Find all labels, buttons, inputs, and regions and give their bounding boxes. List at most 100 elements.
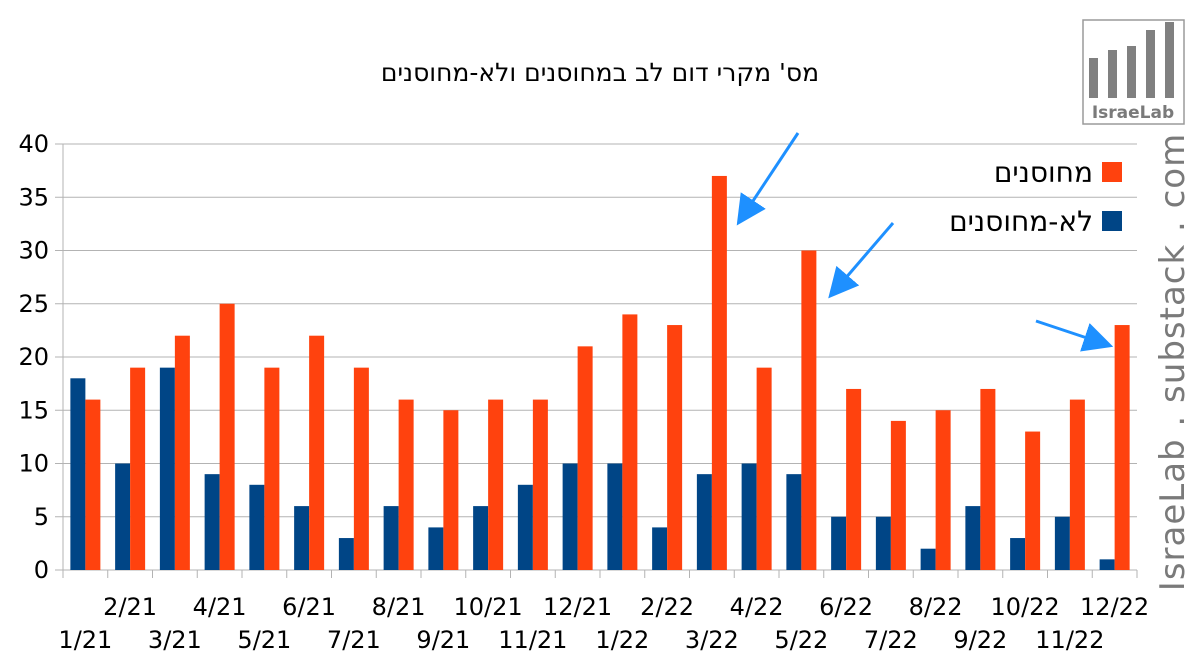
watermark-text: IsraeLab . substack . com <box>1153 133 1193 591</box>
logo-bar <box>1108 50 1117 98</box>
bar-vaccinated <box>890 420 906 570</box>
bar-unvaccinated <box>875 516 891 570</box>
bar-vaccinated <box>622 314 638 570</box>
bar-unvaccinated <box>741 463 757 570</box>
x-tick-label: 11/22 <box>1035 626 1104 654</box>
y-tick-label: 10 <box>18 450 49 478</box>
x-tick-label: 6/22 <box>819 593 873 621</box>
bar-unvaccinated <box>1054 516 1070 570</box>
bar-vaccinated <box>219 303 235 570</box>
logo-text: IsraeLab <box>1092 103 1174 123</box>
bar-unvaccinated <box>294 506 310 570</box>
bar-vaccinated <box>1025 431 1041 570</box>
bar-unvaccinated <box>383 506 399 570</box>
bar-unvaccinated <box>70 378 86 570</box>
bar-vaccinated <box>577 346 593 570</box>
bar-unvaccinated <box>428 527 444 570</box>
bar-unvaccinated <box>965 506 981 570</box>
bar-vaccinated <box>443 410 459 570</box>
bar-unvaccinated <box>1010 538 1026 570</box>
annotation-arrow <box>736 132 800 226</box>
bar-vaccinated <box>532 399 548 570</box>
bar-vaccinated <box>174 335 190 570</box>
y-tick-label: 20 <box>18 343 49 371</box>
y-tick-label: 0 <box>34 556 49 584</box>
y-axis: 0 5 10 15 20 25 30 35 40 <box>18 130 64 584</box>
y-tick-label: 25 <box>18 290 49 318</box>
logo-bar <box>1146 30 1155 98</box>
legend-swatch <box>1102 162 1122 182</box>
x-tick-label: 1/21 <box>58 626 112 654</box>
legend-swatch <box>1102 211 1122 231</box>
bar-vaccinated <box>711 175 727 570</box>
israelab-logo: IsraeLab <box>1082 19 1185 125</box>
bar-vaccinated <box>488 399 504 570</box>
x-tick-label: 11/21 <box>498 626 567 654</box>
bar-vaccinated <box>980 388 996 570</box>
bar-unvaccinated <box>204 474 220 570</box>
x-tick-label: 7/21 <box>327 626 381 654</box>
bar-unvaccinated <box>473 506 489 570</box>
bar-unvaccinated <box>786 474 802 570</box>
x-tick-label: 5/22 <box>774 626 828 654</box>
bar-vaccinated <box>756 367 772 570</box>
bar-vaccinated <box>353 367 369 570</box>
annotation-arrows <box>736 132 1114 352</box>
x-tick-label: 10/22 <box>991 593 1060 621</box>
legend: מחוסנים לא-מחוסנים <box>949 156 1122 238</box>
bar-vaccinated <box>846 388 862 570</box>
x-tick-label: 8/21 <box>372 593 426 621</box>
chart-title: מס' מקרי דום לב במחוסנים ולא-מחוסנים <box>381 58 819 87</box>
x-axis: 1/21 2/21 3/21 4/21 5/21 6/21 7/21 8/21 9/21 10/2… <box>58 569 1149 654</box>
y-tick-label: 35 <box>18 183 49 211</box>
x-tick-label: 7/22 <box>864 626 918 654</box>
y-tick-label: 40 <box>18 130 49 158</box>
logo-bar <box>1089 58 1098 98</box>
bar-vaccinated <box>130 367 146 570</box>
x-tick-label: 5/21 <box>237 626 291 654</box>
x-tick-label: 4/21 <box>193 593 247 621</box>
x-tick-label: 2/21 <box>103 593 157 621</box>
bar-unvaccinated <box>115 463 131 570</box>
x-tick-label: 3/21 <box>148 626 202 654</box>
bar-vaccinated <box>667 325 683 570</box>
legend-label: לא-מחוסנים <box>949 205 1093 238</box>
bar-unvaccinated <box>338 538 354 570</box>
bar-vaccinated <box>801 250 817 570</box>
annotation-arrow <box>828 222 895 299</box>
bar-vaccinated <box>1114 325 1130 570</box>
x-tick-label: 4/22 <box>730 593 784 621</box>
bar-vaccinated <box>264 367 280 570</box>
x-tick-label: 9/21 <box>416 626 470 654</box>
bar-unvaccinated <box>562 463 578 570</box>
gridlines <box>63 143 1137 571</box>
bar-vaccinated <box>309 335 325 570</box>
legend-label: מחוסנים <box>994 156 1093 189</box>
bar-unvaccinated <box>652 527 668 570</box>
bar-vaccinated <box>935 410 951 570</box>
x-tick-label: 6/21 <box>282 593 336 621</box>
bar-unvaccinated <box>831 516 847 570</box>
x-tick-label: 9/22 <box>953 626 1007 654</box>
annotation-arrow <box>1035 319 1114 352</box>
x-tick-label: 2/22 <box>640 593 694 621</box>
x-tick-label: 8/22 <box>909 593 963 621</box>
y-tick-label: 30 <box>18 237 49 265</box>
x-tick-label: 12/21 <box>543 593 612 621</box>
bar-vaccinated <box>398 399 414 570</box>
x-tick-label: 3/22 <box>685 626 739 654</box>
bar-vaccinated <box>1069 399 1085 570</box>
y-tick-label: 5 <box>34 503 49 531</box>
x-tick-label: 1/22 <box>595 626 649 654</box>
logo-bar <box>1165 22 1174 98</box>
bar-unvaccinated <box>159 367 175 570</box>
logo-bar <box>1127 46 1136 98</box>
x-tick-label: 10/21 <box>454 593 523 621</box>
bar-unvaccinated <box>920 548 936 570</box>
bar-vaccinated <box>85 399 101 570</box>
bars <box>70 175 1130 570</box>
bar-unvaccinated <box>607 463 623 570</box>
bar-unvaccinated <box>696 474 712 570</box>
bar-unvaccinated <box>517 484 533 570</box>
